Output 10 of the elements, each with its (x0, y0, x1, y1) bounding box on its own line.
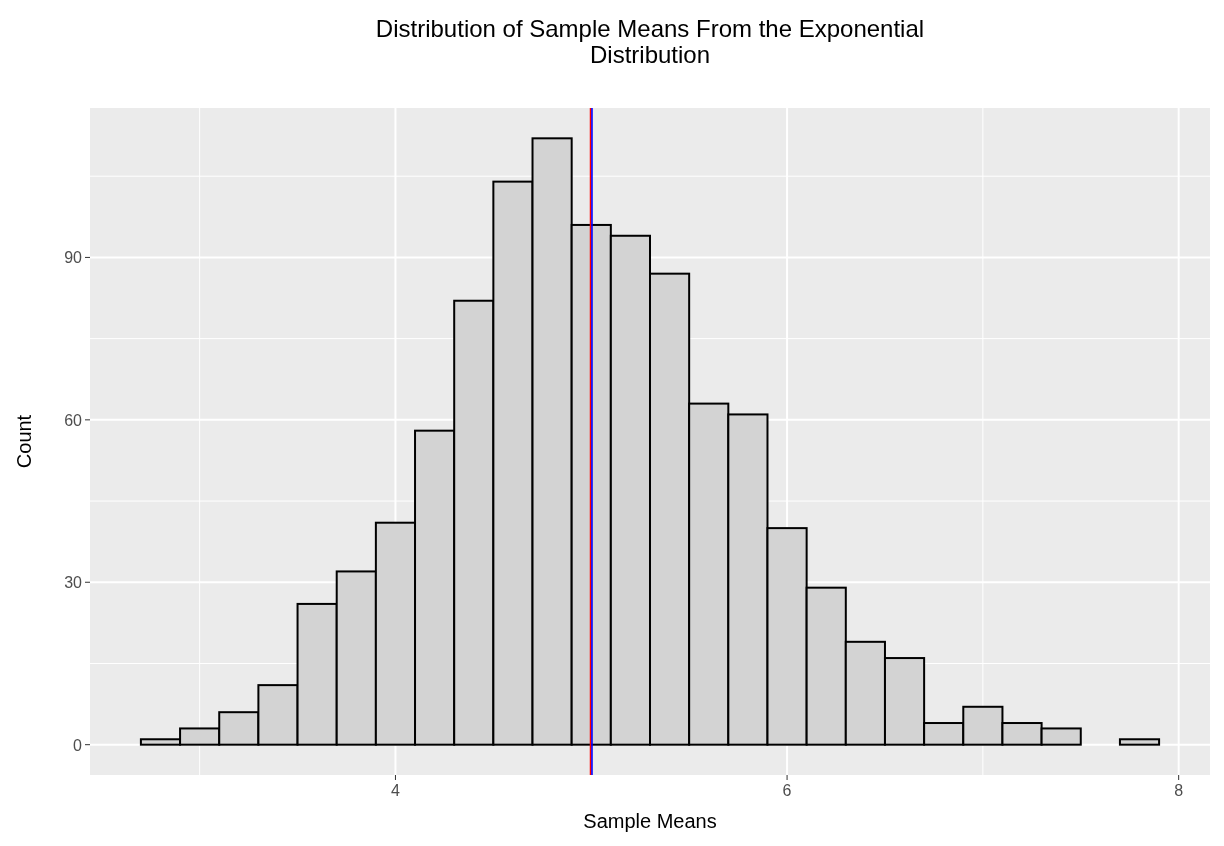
x-tick-label: 4 (391, 782, 400, 799)
x-axis-title: Sample Means (583, 810, 717, 832)
y-tick-label: 60 (64, 411, 83, 429)
chart-title: Distribution of Sample Means From the Exponential Distribution (375, 15, 925, 68)
y-axis-title: Count (13, 414, 35, 469)
y-tick-label: 0 (73, 736, 83, 754)
y-tick-label: 90 (64, 249, 83, 267)
x-tick-label: 6 (782, 782, 792, 799)
y-tick-label: 30 (64, 574, 83, 592)
x-tick-label: 8 (1174, 782, 1184, 799)
